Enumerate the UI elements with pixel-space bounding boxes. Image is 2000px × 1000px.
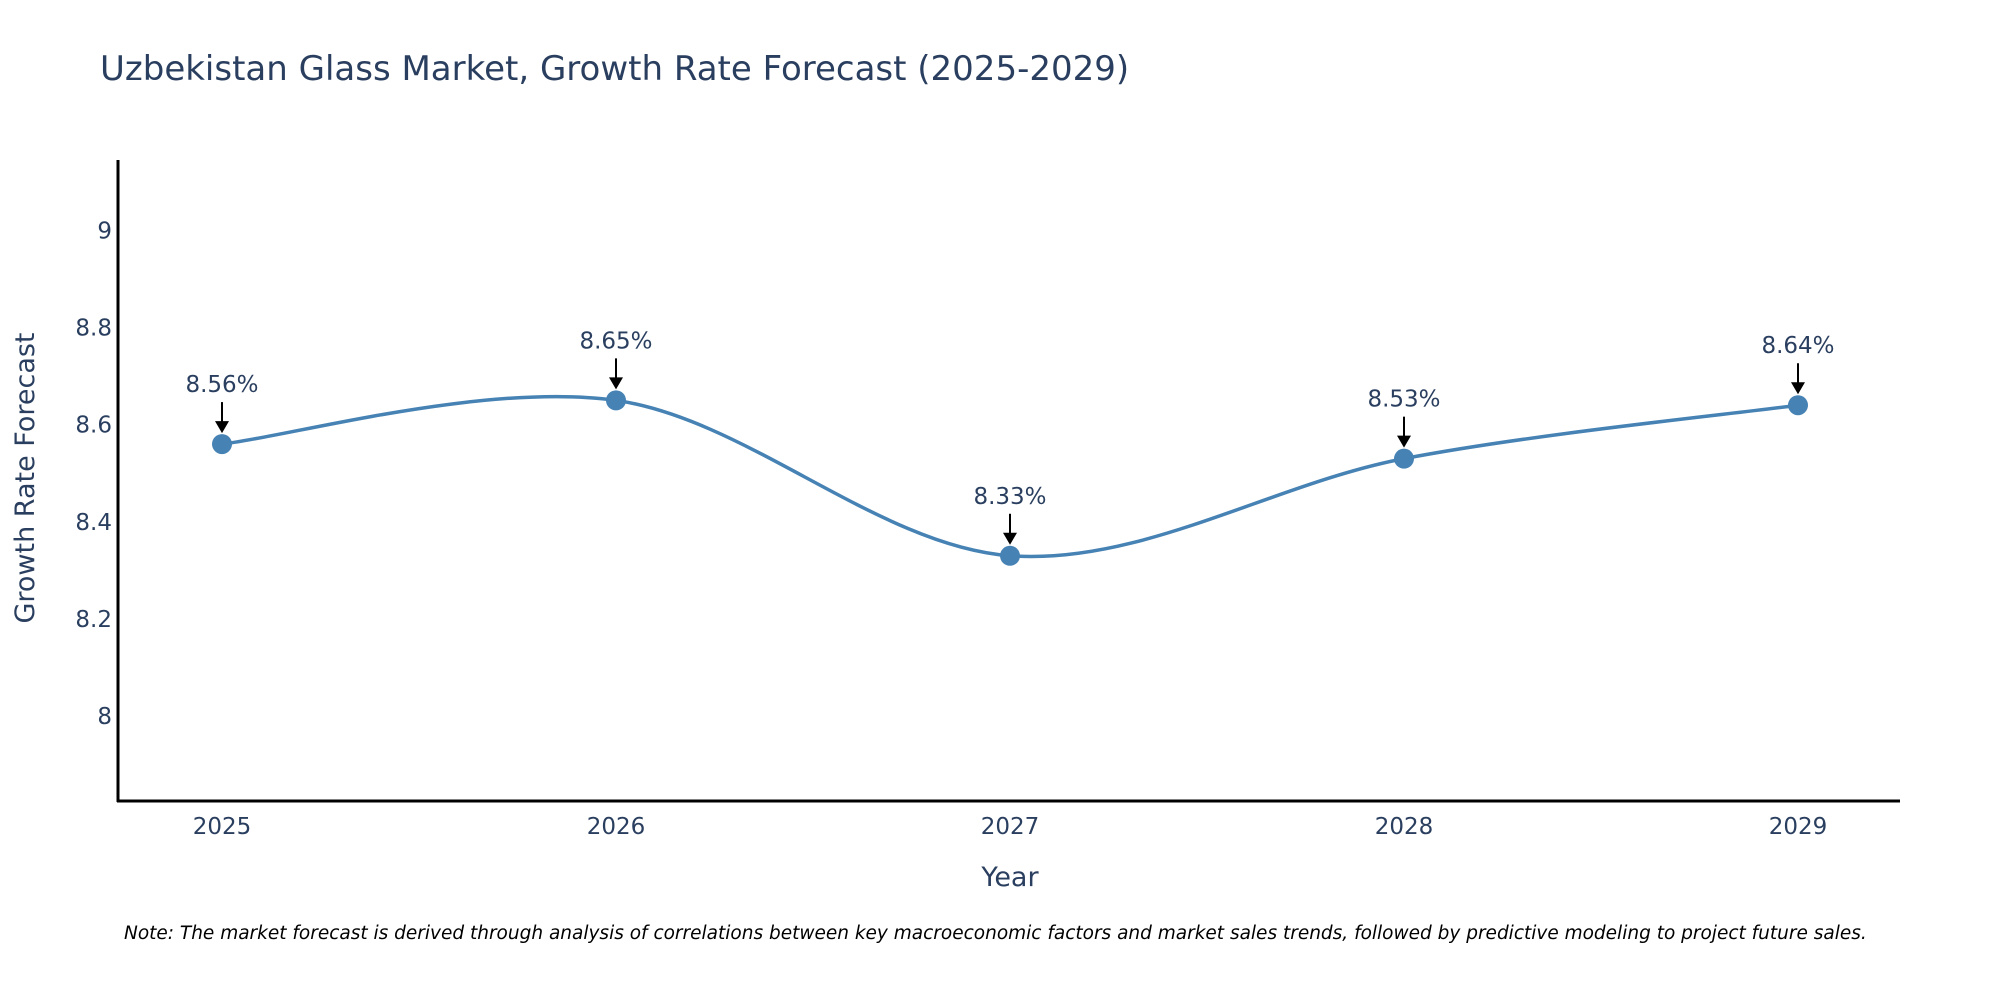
data-point-marker bbox=[212, 434, 232, 455]
annotation-arrow-head bbox=[1003, 532, 1017, 545]
data-label: 8.53% bbox=[1367, 387, 1440, 413]
y-axis-ticks: 8 8.2 8.4 8.6 8.8 9 bbox=[75, 218, 112, 730]
data-point-marker bbox=[1394, 448, 1414, 469]
x-tick-label: 2028 bbox=[1375, 814, 1434, 840]
x-tick-label: 2026 bbox=[587, 814, 646, 840]
data-label: 8.64% bbox=[1761, 333, 1834, 359]
y-tick-label: 8.6 bbox=[75, 413, 112, 439]
data-point-marker bbox=[1000, 545, 1020, 566]
data-point-marker bbox=[606, 390, 626, 411]
data-point-marker bbox=[1788, 395, 1808, 416]
y-tick-label: 8.8 bbox=[75, 316, 112, 342]
y-axis-title: Growth Rate Forecast bbox=[10, 332, 41, 623]
x-axis-ticks: 2025 2026 2027 2028 2029 bbox=[193, 814, 1828, 840]
data-annotations: 8.56% 8.65% 8.33% 8.53% 8.64% bbox=[185, 328, 1835, 545]
data-label: 8.56% bbox=[185, 372, 258, 398]
y-tick-label: 8 bbox=[97, 704, 112, 730]
x-tick-label: 2027 bbox=[981, 814, 1040, 840]
data-label: 8.33% bbox=[973, 484, 1046, 510]
x-axis-title: Year bbox=[980, 862, 1039, 893]
x-tick-label: 2029 bbox=[1769, 814, 1828, 840]
data-markers bbox=[212, 390, 1808, 566]
data-label: 8.65% bbox=[579, 328, 652, 354]
annotation-arrow-head bbox=[1791, 382, 1805, 395]
footnote: Note: The market forecast is derived thr… bbox=[124, 923, 1867, 944]
annotation-arrow-head bbox=[609, 377, 623, 390]
x-tick-label: 2025 bbox=[193, 814, 252, 840]
chart-title: Uzbekistan Glass Market, Growth Rate For… bbox=[100, 49, 1129, 89]
y-tick-label: 8.2 bbox=[75, 607, 112, 633]
annotation-arrow-head bbox=[1397, 435, 1411, 448]
y-tick-label: 8.4 bbox=[75, 510, 112, 536]
y-tick-label: 9 bbox=[97, 218, 112, 244]
annotation-arrow-head bbox=[215, 421, 229, 434]
